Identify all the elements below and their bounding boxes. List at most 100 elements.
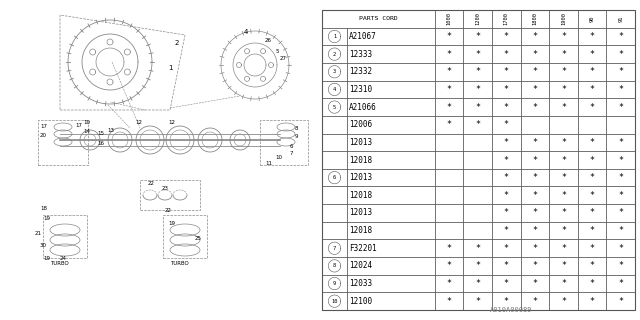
Text: *: * [475, 261, 480, 270]
Bar [463, 63, 492, 81]
Text: *: * [618, 67, 623, 76]
Bar [435, 275, 463, 292]
Text: 9: 9 [295, 134, 298, 139]
Bar [492, 45, 520, 63]
Text: 4: 4 [333, 87, 336, 92]
Text: *: * [561, 208, 566, 218]
Bar [520, 116, 549, 133]
Text: 12: 12 [135, 120, 142, 125]
Text: 17: 17 [75, 123, 82, 128]
Text: *: * [561, 173, 566, 182]
Text: *: * [504, 85, 509, 94]
Text: 8: 8 [295, 126, 298, 131]
Text: *: * [447, 67, 451, 76]
Bar [520, 187, 549, 204]
Bar [322, 239, 347, 257]
Bar [435, 187, 463, 204]
Bar [347, 81, 435, 98]
Bar [520, 239, 549, 257]
Text: *: * [618, 173, 623, 182]
Text: 10: 10 [83, 120, 90, 125]
Text: PARTS CORD: PARTS CORD [359, 16, 397, 21]
Bar [520, 45, 549, 63]
Text: *: * [504, 138, 509, 147]
Bar [492, 257, 520, 275]
Text: 5: 5 [333, 105, 336, 109]
Text: *: * [504, 67, 509, 76]
Bar [606, 10, 635, 28]
Bar [606, 187, 635, 204]
Text: *: * [618, 85, 623, 94]
Text: 90: 90 [589, 16, 595, 22]
Bar [606, 81, 635, 98]
Bar [435, 257, 463, 275]
Bar [492, 63, 520, 81]
Text: 3: 3 [333, 69, 336, 74]
Bar [492, 81, 520, 98]
Text: 12018: 12018 [349, 156, 372, 164]
Bar [549, 275, 578, 292]
Bar [578, 187, 606, 204]
Bar [578, 239, 606, 257]
Text: *: * [561, 261, 566, 270]
Text: 21: 21 [35, 231, 42, 236]
Bar [463, 239, 492, 257]
Bar [520, 151, 549, 169]
Bar [549, 28, 578, 45]
Bar [578, 63, 606, 81]
Bar [322, 275, 347, 292]
Bar [435, 151, 463, 169]
Bar [606, 169, 635, 187]
Text: *: * [532, 50, 538, 59]
Bar [435, 45, 463, 63]
Text: *: * [561, 226, 566, 235]
Text: *: * [475, 279, 480, 288]
Text: 6: 6 [290, 144, 294, 149]
Bar [492, 133, 520, 151]
Text: *: * [561, 138, 566, 147]
Text: *: * [532, 102, 538, 112]
Bar [322, 98, 347, 116]
Text: 12013: 12013 [349, 208, 372, 218]
Text: *: * [532, 156, 538, 164]
Text: *: * [447, 120, 451, 129]
Text: *: * [561, 279, 566, 288]
Bar [435, 116, 463, 133]
Bar [549, 63, 578, 81]
Bar [347, 151, 435, 169]
Text: TURBO: TURBO [50, 261, 68, 266]
Text: *: * [618, 208, 623, 218]
Bar [435, 133, 463, 151]
Bar [578, 204, 606, 222]
Text: *: * [589, 208, 595, 218]
Text: *: * [561, 85, 566, 94]
Text: 5: 5 [276, 49, 280, 54]
Text: *: * [589, 156, 595, 164]
Text: *: * [589, 32, 595, 41]
Bar [435, 28, 463, 45]
Text: 2: 2 [333, 52, 336, 57]
Bar [347, 116, 435, 133]
Text: *: * [561, 32, 566, 41]
Text: *: * [504, 191, 509, 200]
Text: *: * [475, 67, 480, 76]
Bar [347, 63, 435, 81]
Bar [520, 28, 549, 45]
Bar [492, 10, 520, 28]
Text: *: * [475, 120, 480, 129]
Bar [578, 257, 606, 275]
Text: 22: 22 [165, 208, 172, 213]
Text: 12018: 12018 [349, 191, 372, 200]
Text: *: * [618, 102, 623, 112]
Text: *: * [561, 191, 566, 200]
Bar [347, 45, 435, 63]
Text: 15: 15 [97, 131, 104, 136]
Text: 20: 20 [40, 133, 47, 138]
Text: *: * [532, 244, 538, 253]
Bar [578, 275, 606, 292]
Bar [322, 133, 347, 151]
Text: *: * [589, 173, 595, 182]
Text: *: * [532, 138, 538, 147]
Text: *: * [618, 226, 623, 235]
Bar [463, 275, 492, 292]
